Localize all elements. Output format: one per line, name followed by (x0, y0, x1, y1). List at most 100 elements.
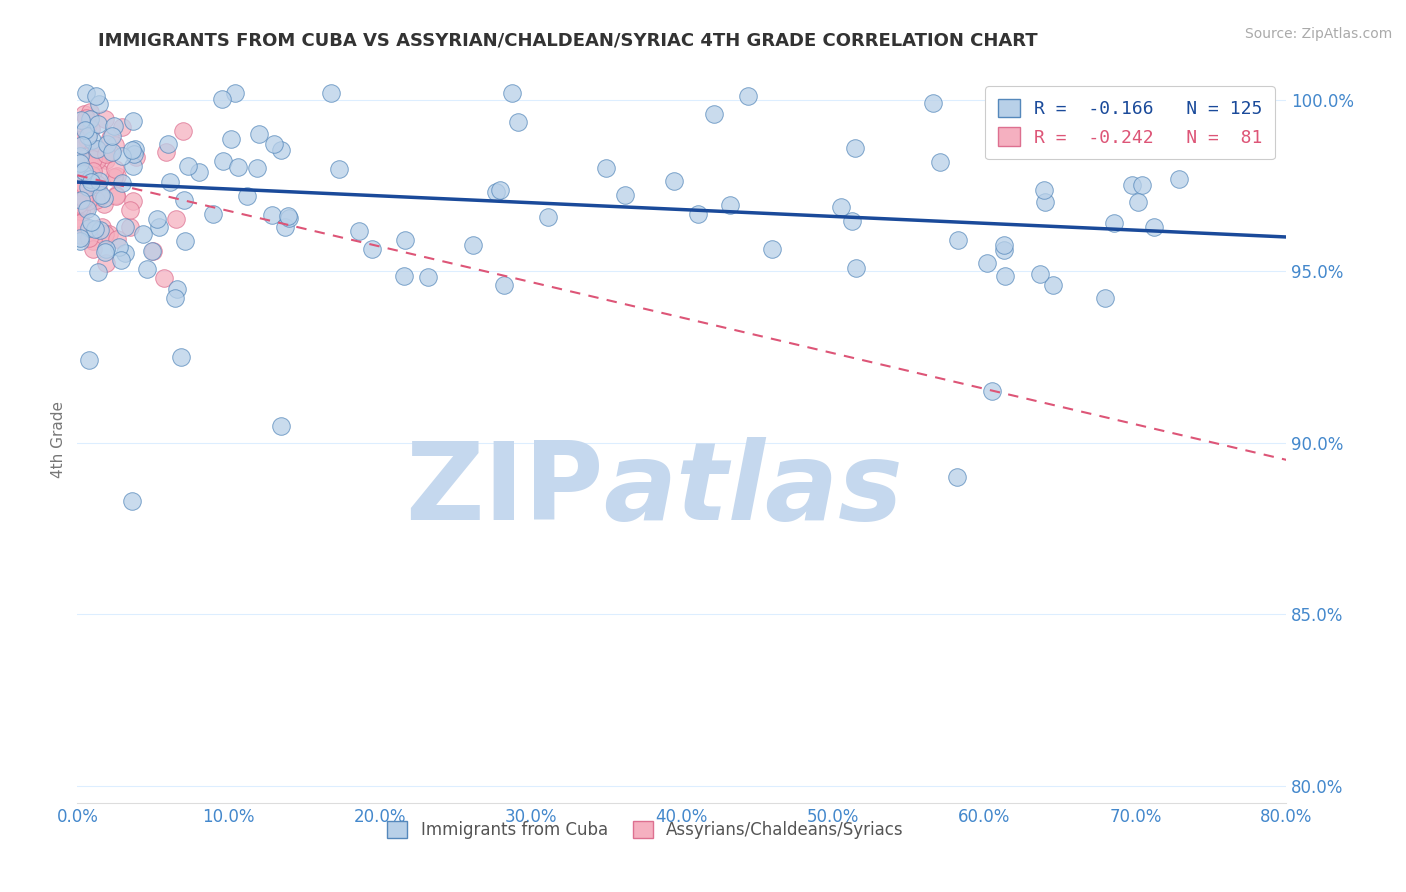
Text: ZIP: ZIP (405, 437, 603, 543)
Point (121, 159, 143, 173)
Point (67, 133, 90, 147)
Point (94, 112, 117, 126)
Point (104, 188, 127, 202)
Point (76, 128, 98, 143)
Point (80, 175, 103, 189)
Point (84, 222, 107, 236)
Point (79, 231, 101, 245)
Point (122, 194, 145, 209)
Point (1121, 178, 1143, 192)
Point (170, 350, 193, 364)
Point (67, 184, 90, 198)
Point (94, 242, 117, 256)
Point (69, 135, 91, 149)
Point (96, 137, 118, 152)
Point (104, 161, 127, 176)
Point (994, 268, 1017, 283)
Point (86, 89, 108, 103)
Point (82, 163, 104, 178)
Point (70, 113, 93, 128)
Point (93, 197, 115, 211)
Point (82, 242, 104, 256)
Point (94, 244, 117, 259)
Point (101, 145, 124, 160)
Point (69, 231, 91, 245)
Point (110, 252, 132, 267)
Point (993, 243, 1015, 257)
Point (111, 120, 134, 135)
Point (86, 153, 108, 167)
Point (86, 177, 108, 191)
Point (70, 180, 93, 194)
Point (187, 165, 209, 179)
Point (89, 166, 111, 180)
Point (73, 178, 96, 193)
Point (718, 197, 741, 211)
Point (80, 132, 103, 146)
Point (165, 212, 187, 227)
Point (104, 137, 127, 152)
Y-axis label: 4th Grade: 4th Grade (51, 401, 66, 478)
Point (69, 149, 91, 163)
Point (98, 130, 121, 145)
Point (69, 235, 91, 249)
Point (492, 277, 515, 292)
Point (114, 245, 136, 260)
Point (89, 97, 111, 112)
Legend: Immigrants from Cuba, Assyrians/Chaldeans/Syriacs: Immigrants from Cuba, Assyrians/Chaldean… (381, 814, 911, 846)
Point (77, 353, 100, 368)
Point (79, 165, 101, 179)
Point (347, 224, 370, 238)
Point (91, 219, 114, 234)
Point (260, 209, 283, 223)
Point (703, 107, 725, 121)
Point (87, 182, 110, 196)
Point (94, 255, 117, 269)
Text: IMMIGRANTS FROM CUBA VS ASSYRIAN/CHALDEAN/SYRIAC 4TH GRADE CORRELATION CHART: IMMIGRANTS FROM CUBA VS ASSYRIAN/CHALDEA… (98, 31, 1038, 49)
Point (79, 172, 101, 186)
Point (70, 215, 93, 229)
Point (75, 185, 97, 199)
Point (236, 189, 259, 203)
Point (100, 129, 122, 144)
Point (70, 138, 93, 153)
Point (67, 213, 90, 227)
Point (537, 211, 560, 225)
Point (761, 243, 783, 257)
Point (124, 142, 146, 156)
Point (274, 220, 297, 235)
Point (90, 188, 112, 202)
Point (86, 142, 108, 156)
Point (70, 203, 93, 218)
Point (921, 96, 943, 111)
Point (75, 123, 97, 137)
Point (159, 175, 181, 189)
Point (141, 244, 163, 258)
Point (67, 153, 90, 167)
Point (122, 113, 145, 128)
Point (89, 173, 111, 187)
Point (212, 153, 235, 168)
Point (122, 147, 145, 161)
Point (946, 470, 969, 484)
Point (77, 118, 100, 132)
Point (132, 227, 155, 241)
Point (69, 166, 91, 180)
Point (89, 223, 111, 237)
Point (98, 145, 121, 160)
Point (79, 214, 101, 228)
Point (246, 161, 269, 175)
Point (98, 227, 121, 241)
Point (72, 192, 94, 206)
Point (87, 117, 110, 131)
Point (488, 183, 510, 197)
Point (70, 193, 93, 207)
Point (416, 269, 439, 284)
Point (1167, 172, 1189, 186)
Point (928, 154, 950, 169)
Point (1042, 278, 1064, 293)
Point (394, 234, 416, 248)
Point (121, 143, 143, 157)
Point (111, 149, 134, 163)
Point (247, 127, 270, 141)
